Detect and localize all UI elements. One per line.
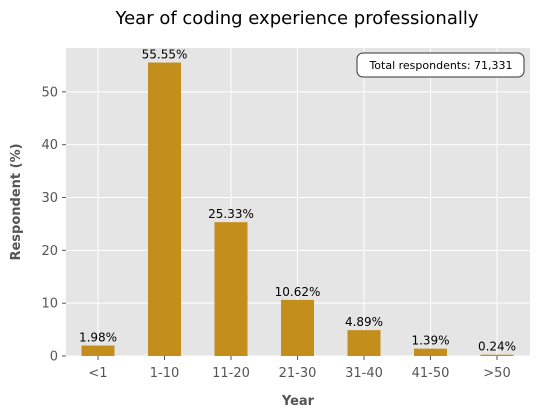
data-label-1: 55.55% (142, 48, 188, 62)
y-tick-label: 40 (41, 138, 58, 153)
annotation-text: Total respondents: 71,331 (368, 59, 512, 72)
y-tick-label: 50 (41, 85, 58, 100)
y-tick-label: 20 (41, 244, 58, 259)
annotation-box: Total respondents: 71,331 (356, 52, 525, 78)
bar-2 (214, 222, 248, 356)
bar-5 (414, 348, 447, 356)
x-tick-label: 21-30 (279, 366, 317, 381)
y-tick-label: 30 (41, 191, 58, 206)
data-label-3: 10.62% (275, 285, 321, 299)
bar-3 (281, 299, 314, 356)
bar-4 (347, 330, 381, 356)
y-axis-ticks: 0 10 20 30 40 50 (41, 85, 66, 365)
bar-1 (148, 62, 181, 357)
data-label-5: 1.39% (411, 334, 449, 348)
x-tick-label: 31-40 (345, 366, 383, 381)
data-labels: 1.98% 55.55% 25.33% 10.62% 4.89% 1.39% 0.24% (79, 48, 516, 354)
y-tick-label: 10 (41, 297, 58, 312)
x-tick-label: 1-10 (150, 366, 180, 381)
y-tick-label: 0 (50, 350, 58, 365)
annotation-frame (356, 52, 525, 78)
y-axis-label: Respondent (%) (9, 143, 24, 260)
data-label-6: 0.24% (478, 340, 516, 354)
x-axis-ticks: <1 1-10 11-20 21-30 31-40 41-50 >50 (88, 356, 511, 381)
x-tick-label: 41-50 (412, 366, 450, 381)
x-tick-label: <1 (88, 366, 107, 381)
x-tick-label: 11-20 (212, 366, 250, 381)
data-label-4: 4.89% (345, 315, 383, 329)
chart-title: Year of coding experience professionally (115, 8, 479, 29)
bar-0 (81, 345, 115, 356)
x-tick-label: >50 (483, 366, 510, 381)
bar-6 (480, 354, 514, 356)
data-label-2: 25.33% (208, 207, 254, 221)
bars (81, 62, 514, 357)
x-axis-label: Year (281, 394, 315, 409)
data-label-0: 1.98% (79, 331, 117, 345)
